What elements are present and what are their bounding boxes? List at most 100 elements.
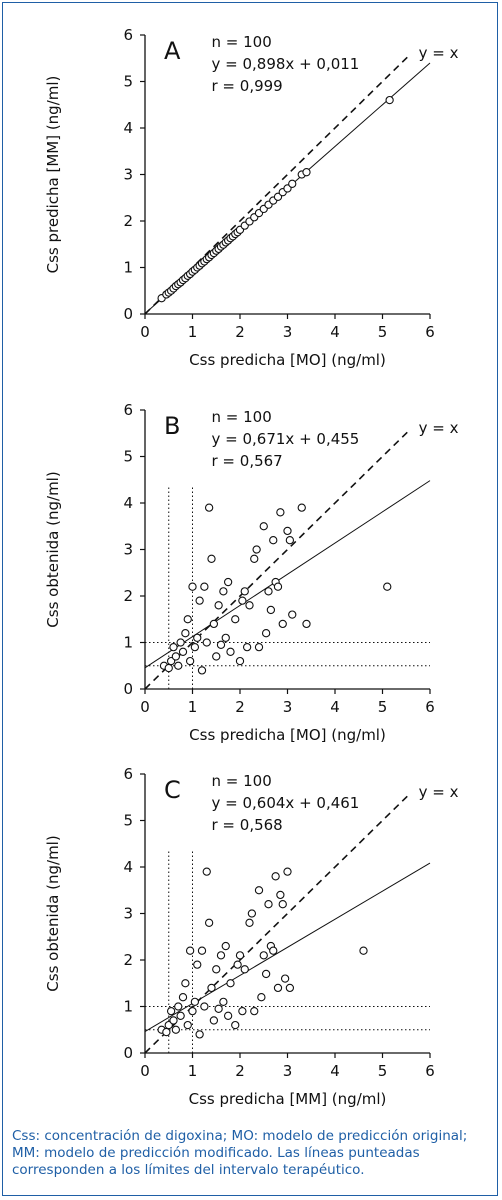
data-point — [181, 629, 190, 638]
data-point — [288, 610, 297, 619]
stat-line: y = 0,671x + 0,455 — [212, 430, 360, 448]
y-axis-label: Css obtenida (ng/ml) — [44, 835, 62, 991]
panel-a: 0 1 2 3 4 5 6 0 1 2 3 4 5 6 Css predicha [MO] (ng/ml) C… — [44, 26, 459, 369]
regression-line — [144, 480, 431, 669]
data-point — [297, 503, 306, 512]
data-point — [216, 640, 226, 649]
data-point — [221, 941, 230, 951]
x-tick-label: 4 — [330, 323, 340, 341]
data-point — [204, 918, 214, 927]
y-tick-label: 4 — [123, 858, 133, 876]
x-tick-label: 2 — [235, 1062, 245, 1080]
data-point — [176, 1011, 185, 1020]
data-point — [250, 554, 259, 563]
x-axis-label: Css predicha [MM] (ng/ml) — [189, 1090, 387, 1108]
data-point — [226, 979, 235, 988]
y-tick-label: 5 — [123, 812, 133, 830]
y-tick-label: 4 — [123, 119, 133, 137]
data-point — [193, 960, 202, 969]
data-point — [171, 652, 181, 661]
data-point — [273, 983, 283, 993]
stat-line: r = 0,568 — [212, 816, 283, 834]
y-tick-label: 5 — [123, 73, 133, 91]
data-point — [283, 526, 292, 536]
data-point — [285, 983, 295, 993]
data-point — [269, 536, 278, 545]
data-point — [181, 979, 190, 988]
data-point — [238, 596, 247, 605]
identity-line-label: y = x — [419, 44, 459, 62]
data-point — [254, 886, 264, 895]
y-tick-label: 6 — [123, 765, 133, 783]
x-tick-label: 3 — [283, 1062, 293, 1080]
data-point — [385, 95, 394, 105]
data-point — [261, 629, 271, 638]
data-point — [174, 661, 183, 670]
panel-c: 0 1 2 3 4 5 6 0 1 2 3 4 5 6 Css predicha [MM] (ng/ml) C… — [44, 765, 459, 1108]
data-point — [202, 638, 211, 647]
data-point — [202, 867, 211, 876]
x-tick-label: 1 — [188, 698, 198, 716]
data-point — [214, 1004, 223, 1013]
y-tick-label: 6 — [123, 401, 133, 419]
data-point — [254, 643, 264, 652]
y-tick-label: 1 — [123, 998, 133, 1016]
x-tick-label: 1 — [188, 1062, 198, 1080]
data-point — [247, 909, 257, 918]
x-tick-label: 6 — [425, 698, 435, 716]
figure-footnote: Css: concentración de digoxina; MO: mode… — [12, 1128, 468, 1178]
data-point — [235, 656, 245, 666]
data-point — [223, 1011, 233, 1020]
x-tick-label: 2 — [235, 698, 245, 716]
y-axis-label: Css predicha [MM] (ng/ml) — [44, 76, 62, 274]
data-point — [190, 997, 200, 1006]
stat-line: y = 0,898x + 0,011 — [212, 55, 360, 73]
x-tick-label: 2 — [235, 323, 245, 341]
data-point — [235, 951, 245, 960]
x-axis-label: Css predicha [MO] (ng/ml) — [189, 726, 386, 744]
data-point — [183, 615, 192, 624]
data-point — [266, 605, 276, 615]
y-tick-label: 0 — [123, 680, 133, 698]
data-point — [278, 900, 287, 909]
panel-b: 0 1 2 3 4 5 6 0 1 2 3 4 5 6 Css predicha [MO] (ng/ml) C… — [44, 401, 459, 744]
data-point — [302, 168, 311, 177]
data-point — [164, 663, 173, 673]
data-point — [273, 582, 283, 591]
data-point — [278, 619, 287, 629]
data-point — [162, 1027, 171, 1037]
x-tick-label: 1 — [188, 323, 198, 341]
identity-line-label: y = x — [419, 419, 459, 437]
x-tick-label: 0 — [140, 323, 150, 341]
data-point — [276, 890, 285, 900]
data-point — [383, 582, 392, 591]
data-point — [259, 951, 268, 960]
data-point — [245, 601, 254, 610]
data-point — [209, 1016, 219, 1025]
y-tick-label: 3 — [123, 166, 133, 184]
x-tick-label: 5 — [378, 1062, 388, 1080]
x-tick-label: 4 — [330, 1062, 340, 1080]
panel-letter: C — [164, 776, 181, 804]
data-point — [183, 1020, 192, 1030]
data-point — [185, 656, 195, 666]
stat-line: n = 100 — [212, 408, 272, 426]
data-point — [178, 993, 188, 1002]
data-point — [221, 633, 230, 642]
y-axis-label: Css obtenida (ng/ml) — [44, 471, 62, 627]
data-point — [207, 983, 216, 993]
data-point — [219, 587, 228, 596]
x-tick-label: 0 — [140, 698, 150, 716]
y-tick-label: 0 — [123, 1044, 133, 1062]
data-point — [240, 965, 249, 974]
data-point — [169, 1016, 178, 1025]
panel-letter: A — [164, 37, 181, 65]
stat-line: r = 0,567 — [212, 452, 283, 470]
data-point — [209, 619, 219, 629]
data-point — [188, 1007, 197, 1016]
y-tick-label: 2 — [123, 212, 133, 230]
data-point — [231, 1020, 240, 1030]
y-tick-label: 3 — [123, 905, 133, 923]
x-tick-label: 3 — [283, 698, 293, 716]
